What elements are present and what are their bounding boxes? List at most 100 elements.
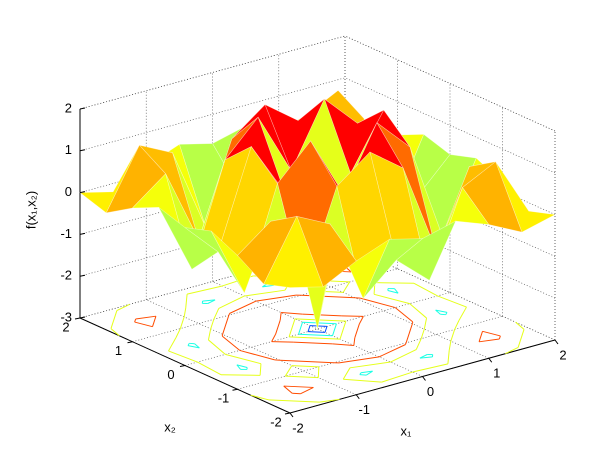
contour-line (179, 316, 185, 329)
surface-patch (131, 173, 193, 270)
tick-mark (284, 412, 291, 415)
surface-patch (462, 161, 523, 233)
contour-line (229, 300, 257, 314)
grid-line (146, 299, 357, 396)
tick-mark (79, 149, 86, 152)
x-tick-label: 2 (559, 347, 566, 362)
contour-line (342, 367, 351, 380)
contour-line (288, 318, 296, 337)
contour-line (409, 303, 427, 319)
contour-line (515, 321, 525, 330)
contour-line (517, 329, 525, 348)
tick-mark (79, 274, 86, 277)
contour-line (360, 297, 396, 309)
contour-line (135, 315, 157, 320)
contour-line (220, 374, 261, 376)
surface-patch (495, 161, 556, 233)
contour-line (298, 322, 303, 335)
grid-line (344, 77, 556, 174)
contour-line (339, 321, 347, 340)
contour-line (454, 320, 460, 330)
surface-patch (231, 104, 292, 171)
contour-line (250, 394, 269, 401)
y-tick-label: 0 (167, 367, 174, 382)
contour-line (450, 329, 456, 342)
contour-line (390, 349, 417, 363)
contour-line (187, 345, 200, 349)
contour-line (308, 331, 326, 333)
y-tick-label: -2 (270, 414, 282, 429)
contour-line (291, 365, 319, 368)
x-tick-label: 0 (427, 384, 434, 399)
surface-patch (376, 122, 437, 252)
y-tick-label: 2 (62, 319, 69, 334)
contour-line (319, 398, 340, 403)
contour-line (413, 282, 438, 297)
x-tick-label: 1 (493, 366, 500, 381)
contour-line (244, 289, 286, 297)
x-axis-label: x₁ (401, 423, 413, 438)
tick-mark (74, 317, 81, 320)
contour-line (447, 349, 450, 364)
contour-line (419, 354, 428, 359)
contour-line (448, 341, 452, 351)
tick-mark (232, 388, 238, 391)
contour-line (228, 313, 231, 316)
contour-line (302, 313, 342, 317)
z-tick-label: 2 (65, 100, 72, 115)
contour-line (186, 285, 223, 295)
surface-patch (263, 215, 324, 288)
grid-line (79, 244, 346, 319)
contour-line (387, 290, 399, 294)
grid-line (184, 292, 451, 366)
contour-line (505, 346, 519, 355)
contour-line (359, 372, 362, 375)
contour-line (365, 370, 373, 376)
axis-line (79, 35, 346, 110)
axis-labels: -3 -2 -1 0 1 2 -2 -1 0 1 2 -2 -1 0 1 2 (60, 100, 566, 435)
contour-line (353, 337, 356, 346)
contour-line (284, 365, 293, 377)
contour-line (279, 359, 334, 364)
contour-line (185, 294, 188, 309)
surface-patch (158, 207, 219, 270)
contour-line (187, 343, 190, 346)
contour-line (116, 303, 130, 312)
contour-line (197, 361, 222, 376)
contour-line (298, 333, 333, 337)
contour-line (271, 333, 277, 342)
contour-line (381, 371, 413, 383)
contour-line (110, 310, 118, 329)
tick-mark (127, 341, 133, 344)
contour-line (343, 378, 382, 383)
contour-line (412, 363, 449, 373)
y-tick-label: -1 (218, 391, 230, 406)
contour-line (360, 370, 373, 374)
z-axis-label: f(x₁,x₂) (23, 191, 38, 229)
contour-line (374, 282, 415, 284)
contour-line (342, 281, 351, 293)
contour-line (222, 315, 230, 335)
contour-line (338, 356, 380, 364)
contour-line (358, 316, 364, 325)
contour-line (415, 338, 422, 350)
tick-mark (179, 365, 186, 367)
z-tick-label: -2 (60, 268, 72, 283)
y-axis-label: x₂ (164, 419, 176, 434)
contour-line (279, 312, 282, 321)
contour-line (405, 323, 413, 343)
contour-line (175, 328, 181, 338)
contour-line (183, 307, 187, 317)
surface-patch (429, 186, 490, 281)
grid-line (79, 202, 346, 277)
z-tick-label: 1 (65, 142, 72, 157)
contour-line (207, 328, 212, 341)
contour-line (332, 343, 354, 346)
contour-line (210, 319, 215, 330)
tick-mark (79, 191, 86, 194)
z-tick-label: -1 (60, 226, 72, 241)
contour-line (259, 363, 262, 376)
contour-line (236, 364, 241, 370)
contour-line (300, 386, 314, 395)
contour-line (435, 309, 448, 313)
